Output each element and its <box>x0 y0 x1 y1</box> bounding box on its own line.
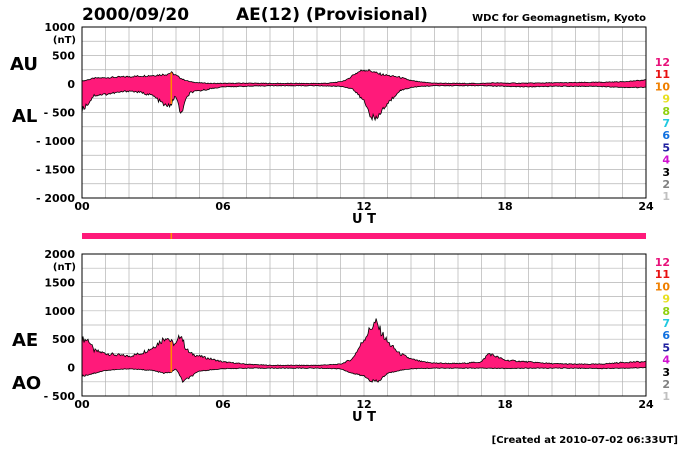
ae-ao-fill-area <box>82 318 646 383</box>
y-tick-label: 1000 <box>44 305 75 318</box>
ae-ao-unit-label: (nT) <box>53 262 76 273</box>
header-date: 2000/09/20 <box>82 5 189 25</box>
legend-item-7: 7 <box>662 317 670 330</box>
y-tick-label: - 1500 <box>36 164 75 177</box>
ae-ao-plot-frame <box>81 253 647 397</box>
x-tick-label: 24 <box>638 200 654 213</box>
au-label: AU <box>10 54 38 75</box>
ae-ao-y-tick-labels: 2000 1500 1000 500 0 - 500 <box>44 248 76 403</box>
y-tick-label: - 500 <box>44 390 76 403</box>
ae-line <box>81 318 647 367</box>
legend-item-12: 12 <box>655 256 670 269</box>
legend-item-3: 3 <box>662 366 670 379</box>
x-tick-label: 06 <box>215 200 231 213</box>
ae-label: AE <box>12 330 38 351</box>
y-tick-label: 1500 <box>44 276 75 289</box>
legend-item-7: 7 <box>662 117 670 130</box>
legend-item-4: 4 <box>662 354 670 367</box>
legend-item-6: 6 <box>662 129 670 142</box>
ae-ao-x-axis-label: U T <box>352 410 376 425</box>
x-tick-label: 00 <box>74 200 90 213</box>
header-source: WDC for Geomagnetism, Kyoto <box>472 13 646 24</box>
al-label: AL <box>12 106 37 127</box>
legend-item-1: 1 <box>662 390 670 403</box>
au-al-x-axis-label: U T <box>352 212 376 227</box>
legend-item-9: 9 <box>662 93 670 106</box>
au-al-fill-area <box>82 69 646 120</box>
x-tick-label: 06 <box>215 398 231 411</box>
au-al-plot-frame <box>81 26 647 199</box>
au-al-unit-label: (nT) <box>53 35 76 46</box>
coverage-bar <box>82 233 646 239</box>
ae-ao-x-tick-labels: 00 06 12 18 24 <box>74 398 654 411</box>
ao-label: AO <box>12 373 41 394</box>
legend-item-8: 8 <box>662 105 670 118</box>
y-tick-label: 500 <box>52 50 75 63</box>
x-tick-label: 24 <box>638 398 654 411</box>
legend-item-11: 11 <box>655 268 670 281</box>
legend-item-10: 10 <box>655 280 671 293</box>
y-tick-label: 0 <box>67 78 75 91</box>
al-line <box>81 84 647 122</box>
legend-item-8: 8 <box>662 305 670 318</box>
y-tick-label: 0 <box>67 362 75 375</box>
x-tick-label: 00 <box>74 398 90 411</box>
au-al-gridlines <box>82 27 646 198</box>
y-tick-label: 500 <box>52 333 75 346</box>
x-tick-label: 18 <box>497 200 512 213</box>
legend-item-2: 2 <box>662 378 670 391</box>
ao-line <box>81 366 647 383</box>
legend-item-5: 5 <box>662 141 670 154</box>
legend-item-10: 10 <box>655 80 671 93</box>
legend-item-4: 4 <box>662 154 670 167</box>
x-tick-label: 12 <box>356 200 371 213</box>
legend-item-1: 1 <box>662 190 670 203</box>
legend-item-9: 9 <box>662 293 670 306</box>
x-tick-label: 12 <box>356 398 371 411</box>
au-al-y-tick-labels: 1000 500 0 - 500 - 1000 - 1500 - 2000 <box>36 21 75 205</box>
y-tick-label: 1000 <box>44 21 75 34</box>
legend-item-11: 11 <box>655 68 670 81</box>
legend-item-6: 6 <box>662 329 670 342</box>
legend-item-2: 2 <box>662 178 670 191</box>
au-al-x-tick-labels: 00 06 12 18 24 <box>74 200 654 213</box>
footer-created: [Created at 2010-07-02 06:33UT] <box>492 435 678 446</box>
legend-item-3: 3 <box>662 166 670 179</box>
au-line <box>81 68 647 85</box>
y-tick-label: - 1000 <box>36 135 75 148</box>
legend-item-12: 12 <box>655 56 670 69</box>
x-tick-label: 18 <box>497 398 512 411</box>
legend-item-5: 5 <box>662 341 670 354</box>
y-tick-label: - 2000 <box>36 192 75 205</box>
y-tick-label: 2000 <box>44 248 75 261</box>
y-tick-label: - 500 <box>44 107 76 120</box>
header-title: AE(12) (Provisional) <box>236 5 428 25</box>
